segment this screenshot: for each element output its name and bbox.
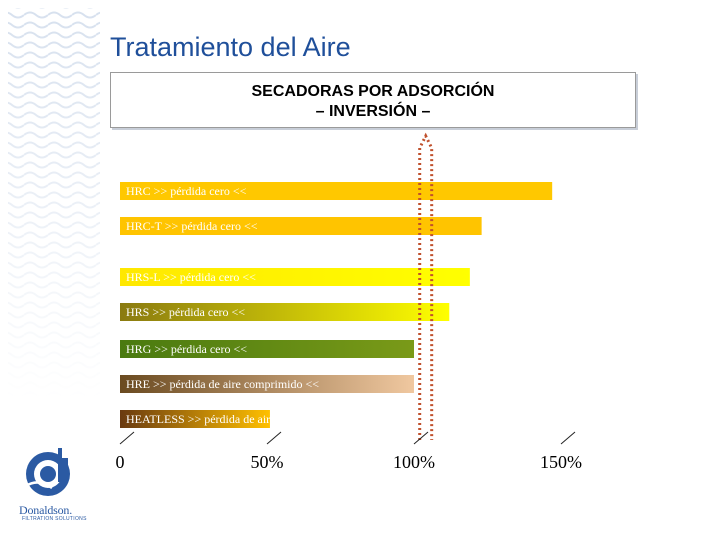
tick-label-2: 50% (251, 452, 284, 472)
subtitle-line-1: SECADORAS POR ADSORCIÓN (251, 83, 495, 100)
bar-6 (120, 375, 414, 393)
bar-7 (120, 410, 270, 428)
bar-1 (120, 182, 553, 200)
tick-mark-2 (266, 431, 282, 445)
tick-label-1: 0 (116, 452, 125, 472)
subtitle-line-2: – INVERSIÓN – (315, 103, 431, 120)
bar-5 (120, 340, 414, 358)
decorative-pattern (0, 0, 102, 400)
tick-label-4: 150% (540, 452, 582, 472)
tick-mark-4 (560, 431, 576, 445)
bar-label-7: HEATLESS >> pérdida de aire comprimido <… (126, 412, 354, 426)
donaldson-logo-icon (25, 448, 70, 496)
bar-4 (120, 303, 450, 321)
tick-label-3: 100% (393, 452, 435, 472)
bar-2 (120, 217, 482, 235)
bar-label-1: HRC >> pérdida cero << (126, 184, 247, 198)
bar-label-4: HRS >> pérdida cero << (126, 305, 245, 319)
logo-wordmark: Donaldson. (19, 503, 72, 517)
reference-line (418, 132, 434, 440)
page-title: Tratamiento del Aire (110, 32, 351, 62)
bar-label-3: HRS-L >> pérdida cero << (126, 270, 256, 284)
tick-mark-1 (119, 431, 135, 445)
bar-label-5: HRG >> pérdida cero << (126, 342, 247, 356)
logo-tagline: FILTRATION SOLUTIONS (22, 516, 87, 522)
tick-mark-3 (413, 431, 429, 445)
subtitle-box: SECADORAS POR ADSORCIÓN – INVERSIÓN – (110, 72, 636, 128)
bar-label-2: HRC-T >> pérdida cero << (126, 219, 258, 233)
bar-label-6: HRE >> pérdida de aire comprimido << (126, 377, 319, 391)
bar-3 (120, 268, 470, 286)
